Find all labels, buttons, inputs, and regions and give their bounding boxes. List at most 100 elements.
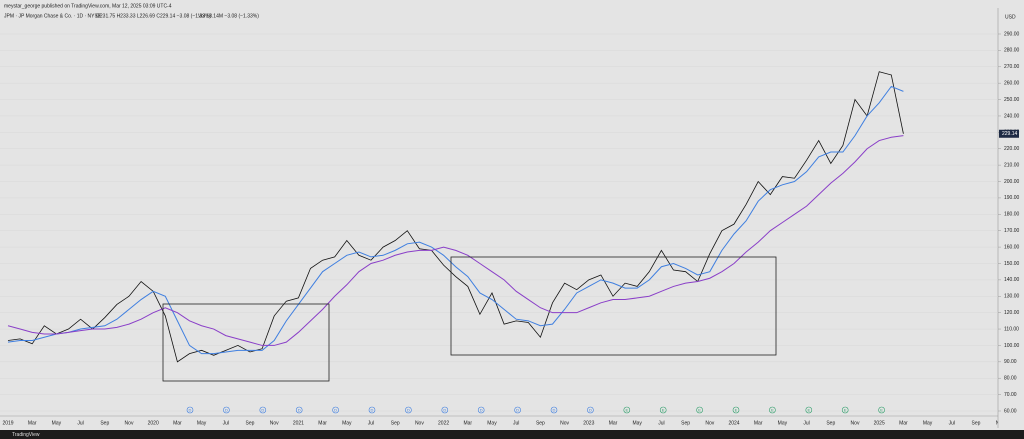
x-tick-label: Sep <box>826 420 835 426</box>
publisher-note: meystar_george published on TradingView.… <box>4 3 172 9</box>
x-tick-label: May <box>487 420 497 426</box>
x-tick-label: May <box>197 420 207 426</box>
x-tick-label: Nov <box>125 420 134 426</box>
x-tick-label: May <box>923 420 933 426</box>
event-label: E <box>771 407 774 412</box>
x-tick-label: Mar <box>899 420 908 426</box>
event-label: D <box>371 407 374 412</box>
y-tick-label: 260.00 <box>1004 81 1020 87</box>
x-tick-label: May <box>778 420 788 426</box>
x-tick-label: Sep <box>972 420 981 426</box>
x-tick-label: Mar <box>754 420 763 426</box>
event-icon <box>659 406 667 414</box>
x-tick-label: May <box>52 420 62 426</box>
footer-brand: TradingView <box>12 432 40 438</box>
event-label: D <box>407 407 410 412</box>
event-icon <box>514 406 521 414</box>
x-tick-label: Sep <box>100 420 109 426</box>
x-tick-label: 2023 <box>583 420 594 426</box>
y-tick-label: 170.00 <box>1004 228 1020 234</box>
event-label: D <box>189 407 192 412</box>
x-tick-label: Nov <box>996 420 1005 426</box>
event-label: E <box>880 407 883 412</box>
event-label: E <box>698 407 701 412</box>
y-tick-label: 280.00 <box>1004 48 1020 54</box>
event-icon <box>332 406 339 414</box>
x-axis: 2019 Mar May Jul Sep Nov 2020 Mar May Jul Sep Nov 20… <box>2 420 1005 426</box>
event-label: E <box>807 407 810 412</box>
event-label: D <box>443 407 446 412</box>
y-tick-label: 270.00 <box>1004 64 1020 70</box>
event-icon <box>223 406 230 414</box>
y-tick-label: 200.00 <box>1004 179 1020 185</box>
range-box <box>450 256 777 356</box>
y-tick-label: 240.00 <box>1004 113 1020 119</box>
range-box <box>162 303 330 382</box>
event-icon <box>259 406 267 414</box>
event-icon <box>550 406 558 414</box>
x-tick-label: Sep <box>391 420 400 426</box>
y-tick-label: 60.00 <box>1004 408 1017 414</box>
y-tick-label: 250.00 <box>1004 97 1020 103</box>
x-tick-label: Nov <box>705 420 714 426</box>
x-tick-label: 2024 <box>728 420 739 426</box>
y-tick-label: 140.00 <box>1004 277 1020 283</box>
event-label: D <box>261 407 264 412</box>
y-tick-label: 210.00 <box>1004 162 1020 168</box>
plot-area <box>7 71 904 363</box>
y-tick-label: 110.00 <box>1004 326 1019 332</box>
x-tick-label: Mar <box>463 420 472 426</box>
x-tick-label: Jul <box>223 420 229 426</box>
grid <box>0 33 998 412</box>
y-tick-label: 90.00 <box>1004 359 1017 365</box>
event-icon <box>587 406 594 414</box>
y-tick-label: 130.00 <box>1004 294 1020 300</box>
price-line <box>7 85 904 355</box>
ohlc: O231.75 H233.33 L226.69 C229.14 −3.08 (−… <box>96 13 211 19</box>
event-label: E <box>735 407 738 412</box>
x-tick-label: Jul <box>803 420 809 426</box>
x-tick-label: Sep <box>536 420 545 426</box>
event-icon <box>368 406 376 414</box>
event-icon <box>186 406 194 414</box>
event-icon <box>805 406 813 414</box>
volume: Vol 18.14M −3.08 (−1.33%) <box>198 13 259 19</box>
x-tick-label: Jul <box>368 420 374 426</box>
event-icon <box>441 406 449 414</box>
x-tick-label: Nov <box>560 420 569 426</box>
last-price-box <box>999 129 1019 138</box>
x-tick-label: Mar <box>609 420 618 426</box>
last-price-label: 229.14 <box>1002 131 1018 137</box>
event-label: D <box>553 407 556 412</box>
x-tick-label: Mar <box>173 420 182 426</box>
y-tick-label: 150.00 <box>1004 261 1020 267</box>
x-tick-label: Mar <box>318 420 327 426</box>
x-tick-label: Nov <box>270 420 279 426</box>
x-tick-label: 2021 <box>293 420 304 426</box>
x-tick-label: 2025 <box>874 420 885 426</box>
x-tick-label: May <box>342 420 352 426</box>
event-icon <box>405 406 412 414</box>
x-tick-label: 2020 <box>148 420 159 426</box>
event-icon <box>295 406 303 414</box>
y-tick-label: 290.00 <box>1004 31 1020 37</box>
event-icon <box>841 406 849 414</box>
y-tick-label: 100.00 <box>1004 343 1020 349</box>
event-label: E <box>662 407 665 412</box>
currency: USD <box>1005 14 1016 20</box>
x-tick-label: Nov <box>415 420 424 426</box>
x-tick-label: Jul <box>658 420 664 426</box>
x-tick-label: Jul <box>949 420 955 426</box>
x-tick-label: Jul <box>77 420 83 426</box>
event-icon <box>477 406 485 414</box>
y-tick-label: 120.00 <box>1004 310 1020 316</box>
event-label: D <box>589 407 592 412</box>
event-label: D <box>480 407 483 412</box>
event-label: D <box>225 407 228 412</box>
event-icon <box>878 406 885 414</box>
y-axis: 60.00 70.00 80.00 90.00 100.00 110.00 120.00 13… <box>998 31 1020 414</box>
x-tick-label: 2019 <box>2 420 13 426</box>
